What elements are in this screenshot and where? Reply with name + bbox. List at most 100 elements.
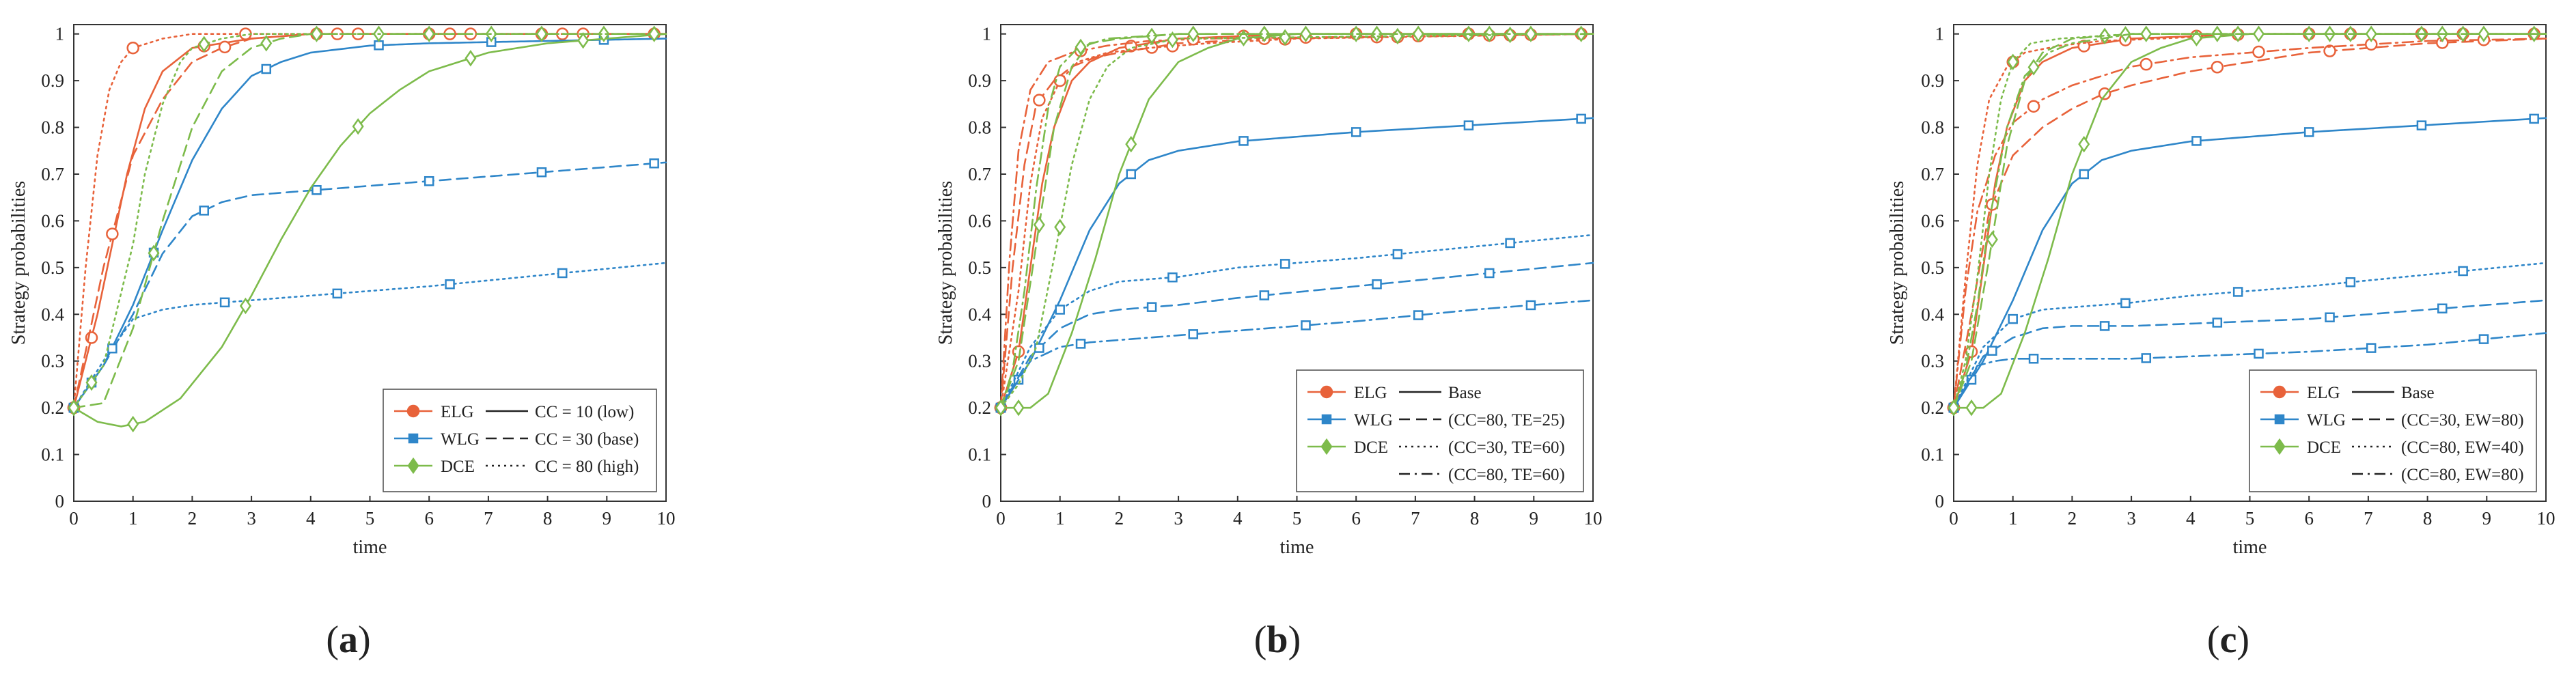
legend-label-scenario: (CC=30, TE=60) xyxy=(1448,438,1565,457)
y-tick-label: 0.5 xyxy=(1921,257,1944,278)
series-line xyxy=(999,33,1594,409)
y-tick-label: 1 xyxy=(55,24,65,44)
data-point xyxy=(2366,343,2377,353)
legend-label-dce: DCE xyxy=(2307,438,2341,457)
series-elg-cc-10-low xyxy=(67,27,667,415)
x-tick-label: 4 xyxy=(2186,508,2196,529)
y-tick-label: 0.4 xyxy=(41,304,64,324)
y-tick-label: 0.9 xyxy=(968,70,991,91)
y-tick-label: 0.3 xyxy=(968,351,991,371)
data-point xyxy=(2365,25,2377,42)
series-line xyxy=(1952,38,2547,409)
data-point xyxy=(2027,100,2040,113)
data-point xyxy=(1483,25,1495,42)
data-point xyxy=(2345,277,2356,287)
data-point xyxy=(239,297,251,315)
legend-label-wlg: WLG xyxy=(441,430,480,449)
data-point xyxy=(2252,45,2265,59)
series-dce-base xyxy=(995,25,1594,417)
data-point xyxy=(1505,238,1515,249)
y-tick-label: 0.7 xyxy=(41,164,64,184)
data-point xyxy=(1504,26,1516,44)
data-point xyxy=(1075,38,1087,56)
data-point xyxy=(2007,53,2019,70)
y-tick-label: 0.9 xyxy=(41,70,64,91)
legend-marker-wlg xyxy=(1321,414,1332,425)
series-line xyxy=(999,33,1594,409)
y-tick-label: 0.8 xyxy=(41,117,64,138)
series-line xyxy=(999,117,1594,409)
data-point xyxy=(465,50,477,67)
data-point xyxy=(2079,169,2089,180)
data-point xyxy=(1371,25,1383,42)
data-point xyxy=(218,40,232,54)
series-line xyxy=(999,33,1594,409)
legend-label-scenario: Base xyxy=(1448,384,1482,402)
series-line xyxy=(999,299,1594,409)
legend-label-scenario: CC = 10 (low) xyxy=(535,403,634,421)
data-point xyxy=(2120,298,2131,309)
series-line xyxy=(72,38,667,409)
data-point xyxy=(68,399,80,417)
data-point xyxy=(148,244,160,262)
series-line xyxy=(1952,33,2547,409)
legend-box xyxy=(2249,369,2537,492)
legend-marker-dce xyxy=(2273,438,2286,455)
legend-marker-wlg xyxy=(2274,414,2285,425)
series-line xyxy=(72,161,667,409)
data-point xyxy=(1033,94,1046,107)
data-point xyxy=(2478,25,2490,42)
y-tick-label: 0.3 xyxy=(41,351,64,371)
x-tick-label: 3 xyxy=(2127,508,2136,529)
data-point xyxy=(1463,120,1474,130)
data-point xyxy=(1053,74,1066,87)
x-tick-label: 2 xyxy=(1115,508,1124,529)
data-point xyxy=(1948,399,1960,417)
series-line xyxy=(1952,33,2547,409)
legend-label-scenario: (CC=80, EW=80) xyxy=(2401,466,2524,484)
data-point xyxy=(2099,27,2111,44)
data-point xyxy=(2416,120,2427,130)
data-point xyxy=(1033,216,1045,234)
x-tick-label: 1 xyxy=(2008,508,2018,529)
y-axis-label: Strategy probabilities xyxy=(1887,181,1908,345)
x-tick-label: 9 xyxy=(2482,508,2492,529)
series-line xyxy=(72,33,667,409)
x-tick-label: 6 xyxy=(2304,508,2314,529)
x-axis-label: time xyxy=(353,537,387,558)
legend-marker-dce xyxy=(407,457,419,475)
y-tick-label: 0.6 xyxy=(41,210,64,231)
data-point xyxy=(2139,57,2153,71)
x-tick-label: 10 xyxy=(657,508,676,529)
data-point xyxy=(2211,61,2224,74)
series-dce-cc-80-te-60 xyxy=(995,25,1594,417)
y-tick-label: 0.8 xyxy=(1921,117,1944,138)
data-point xyxy=(1484,268,1495,279)
data-point xyxy=(2254,348,2264,359)
series-line xyxy=(72,262,667,409)
series-dce-cc-30-te-60 xyxy=(995,26,1594,417)
legend-label-scenario: (CC=80, EW=40) xyxy=(2401,438,2524,457)
y-axis-label: Strategy probabilities xyxy=(935,181,956,345)
y-tick-label: 0 xyxy=(55,491,65,511)
series-line xyxy=(1952,33,2547,409)
data-point xyxy=(2027,59,2040,76)
legend-marker-elg xyxy=(406,404,420,418)
y-tick-label: 0.2 xyxy=(968,397,991,418)
y-tick-label: 0.8 xyxy=(968,117,991,138)
x-tick-label: 5 xyxy=(2245,508,2255,529)
data-point xyxy=(649,158,659,169)
data-point xyxy=(1576,113,1586,124)
y-tick-label: 1 xyxy=(1935,24,1945,44)
legend-label-scenario: CC = 30 (base) xyxy=(535,430,639,449)
series-dce-cc-80-ew-80 xyxy=(1948,25,2547,417)
series-elg-cc-30-base xyxy=(67,27,667,415)
y-tick-label: 0.1 xyxy=(1921,445,1944,465)
x-tick-label: 8 xyxy=(1470,508,1480,529)
y-tick-label: 0.4 xyxy=(968,304,991,324)
data-point xyxy=(598,25,610,42)
legend-label-wlg: WLG xyxy=(2307,411,2346,430)
data-point xyxy=(995,399,1007,417)
legend-label-wlg: WLG xyxy=(1354,411,1393,430)
data-point xyxy=(1188,329,1199,339)
